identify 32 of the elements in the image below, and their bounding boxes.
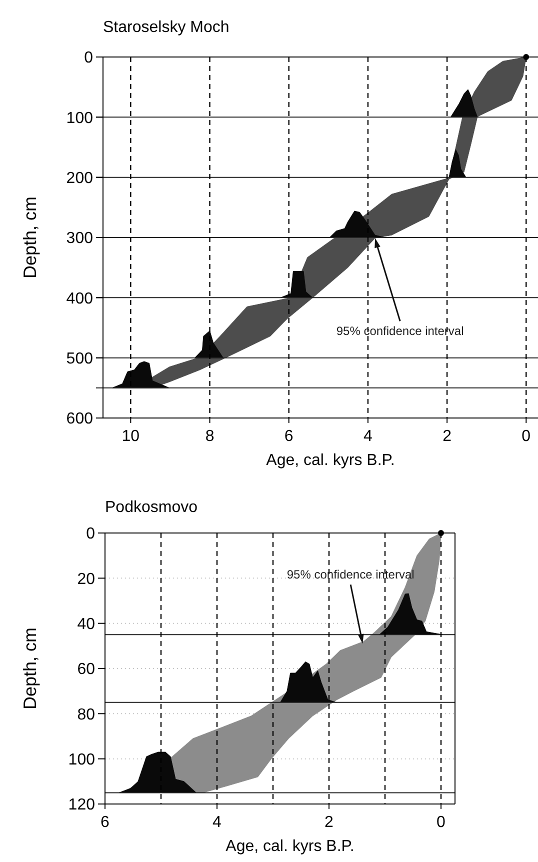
chart-title: Podkosmovo [105, 499, 198, 516]
y-tick-label: 300 [66, 230, 94, 248]
x-tick-label: 4 [364, 428, 372, 445]
y-tick-label: 20 [77, 570, 96, 588]
chart-title: Staroselsky Moch [103, 19, 230, 36]
x-axis-title: Age, cal. kyrs B.P. [266, 452, 395, 469]
y-axis-title: Depth, cm [20, 627, 40, 710]
y-tick-label: 100 [66, 110, 94, 127]
x-tick-label: 8 [205, 428, 214, 445]
x-tick-label: 10 [122, 428, 140, 445]
x-tick-label: 2 [324, 814, 334, 831]
y-tick-label: 600 [66, 410, 94, 428]
x-tick-label: 2 [442, 428, 452, 445]
y-tick-label: 0 [86, 526, 96, 543]
y-tick-label: 0 [84, 50, 94, 67]
y-tick-label: 80 [77, 706, 96, 724]
y-tick-label: 200 [66, 170, 94, 187]
annotation: 95% confidence interval [336, 324, 464, 338]
y-tick-label: 100 [68, 751, 96, 768]
y-tick-label: 40 [77, 616, 96, 633]
x-tick-label: 0 [436, 814, 446, 831]
y-tick-label: 500 [66, 350, 94, 368]
y-tick-label: 120 [68, 796, 96, 814]
y-tick-label: 400 [66, 290, 94, 308]
y-axis-title: Depth, cm [20, 196, 40, 279]
x-tick-label: 6 [100, 814, 110, 831]
x-tick-label: 0 [522, 428, 531, 445]
x-tick-label: 4 [212, 814, 222, 831]
x-tick-label: 6 [284, 428, 294, 445]
y-tick-label: 60 [77, 661, 96, 678]
x-axis-title: Age, cal. kyrs B.P. [226, 838, 354, 855]
annotation: 95% confidence interval [286, 568, 414, 582]
